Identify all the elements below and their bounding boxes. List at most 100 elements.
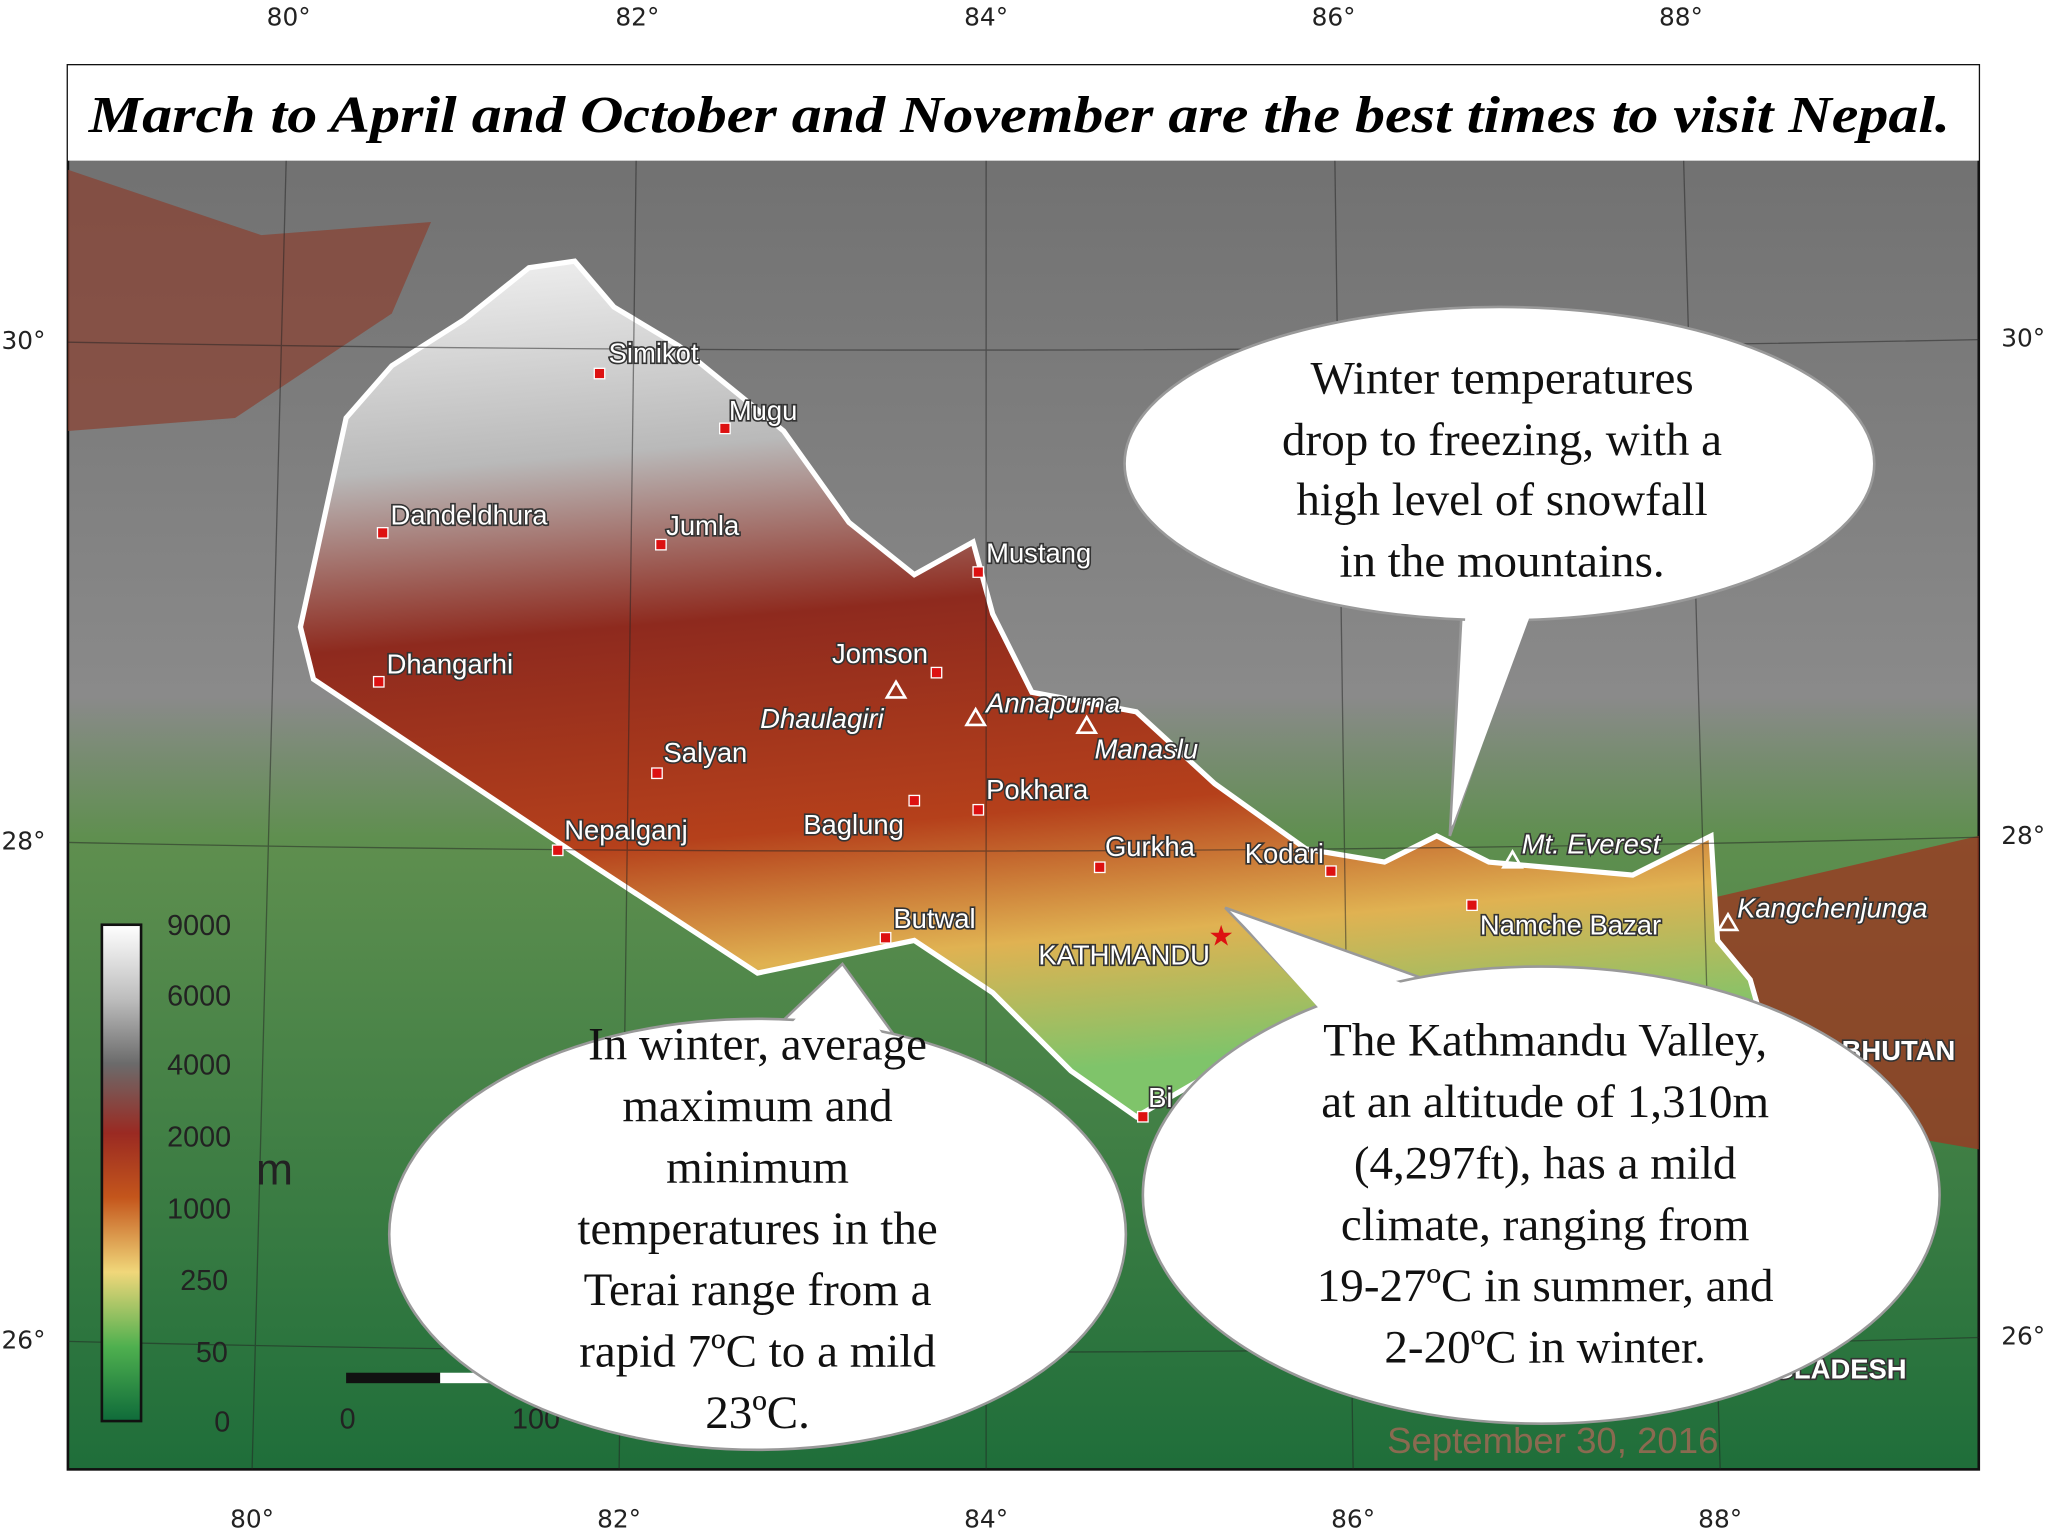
peak-marker [1716,911,1740,932]
lon-label: 84° [964,2,1008,31]
callout-line: maximum and [622,1080,892,1132]
legend-unit: m [256,1146,293,1195]
place-label: Butwal [893,903,975,934]
place-marker [655,538,667,551]
callout-line: high level of snowfall [1296,474,1707,526]
lat-label: 30° [2001,324,2045,353]
callout-bubble [1141,965,1941,1425]
place-label: Mustang [986,537,1091,568]
lat-label: 30° [2,326,46,355]
legend-label: 250 [180,1265,228,1297]
lat-label: 26° [2,1325,46,1354]
lon-label: 82° [597,1504,641,1533]
place-label: Salyan [664,737,748,768]
callout-line: in the mountains. [1339,535,1664,587]
peak-marker [1501,848,1524,869]
callout-line: In winter, average [588,1019,927,1071]
place-marker [972,803,985,816]
colorbar [100,923,143,1423]
peak-label: Dhaulagiri [760,703,884,734]
place-marker [593,367,606,380]
capital-star: ★ [1208,921,1234,953]
lon-label: 82° [615,2,659,31]
place-marker [908,794,921,807]
callout-line: 23ºC. [705,1387,810,1439]
callout-line: climate, ranging from [1341,1199,1750,1251]
place-label: Namche Bazar [1480,910,1661,941]
peak-label: Annapurna [984,688,1120,719]
legend-label: 2000 [167,1122,231,1154]
place-label: Mugu [729,395,798,426]
lon-label: 88° [1659,2,1703,31]
place-label: Dhangarhi [387,648,513,679]
date: September 30, 2016 [1387,1420,1718,1461]
peak-label: Mt. Everest [1522,829,1662,860]
callout-line: at an altitude of 1,310m [1321,1076,1769,1128]
legend-label: 1000 [167,1193,231,1225]
legend-label: 9000 [167,910,231,942]
lat-label: 28° [2001,821,2045,850]
callout: Winter temperatures drop to freezing, wi… [1123,305,1876,837]
scale-segment [346,1372,441,1384]
lon-label: 88° [1698,1504,1742,1533]
peak-label: Kangchenjunga [1737,893,1928,924]
peak-marker [964,706,988,727]
legend-label: 6000 [167,980,231,1012]
place-label: Gurkha [1105,831,1196,862]
callout-line: drop to freezing, with a [1282,414,1722,466]
place-label: Kodari [1245,838,1324,869]
callout-line: (4,297ft), has a mild [1354,1137,1737,1189]
peaks: Dhaulagiri Annapurna Manaslu Mt. Everest… [759,679,1929,932]
peak-label: Manaslu [1095,733,1199,764]
place-marker [1136,1110,1149,1123]
callout-line: minimum [666,1141,849,1193]
legend: 9000 6000 4000 2000 1000 250 50 0 m [100,910,293,1438]
place-marker [376,527,389,539]
title-bar [67,65,1979,161]
place-marker [1466,899,1478,912]
callout-line: temperatures in the [577,1203,937,1255]
place-label: KATHMANDU [1038,940,1210,971]
legend-label: 50 [196,1337,228,1369]
place-marker [972,566,985,578]
legend-label: 4000 [167,1050,231,1082]
lon-label: 84° [964,1504,1008,1533]
place-label: Bi [1148,1082,1172,1113]
place-label: Jumla [666,510,740,541]
callout-tail-fill [764,973,895,1052]
callout-line: 2-20ºC in winter. [1384,1322,1705,1374]
lon-label: 80° [230,1504,274,1533]
callout-line: rapid 7ºC to a mild [579,1326,936,1378]
terrain-sikkim [1697,835,1979,1150]
title: March to April and October and November … [88,86,1950,144]
place-marker [879,931,892,944]
place-label: Baglung [803,809,904,840]
place-marker [651,767,663,780]
callout-line: Winter temperatures [1310,352,1693,404]
place-label: Jomson [832,638,928,669]
scale-label: 0 [340,1404,356,1436]
place-marker [719,422,731,435]
place-label: Nepalganj [564,814,687,845]
callout-line: Terai range from a [584,1264,932,1316]
lon-label: 86° [1331,1504,1375,1533]
place-marker [930,666,943,679]
lon-label: 80° [267,2,311,31]
place-marker [551,844,564,857]
place-label: Pokhara [986,774,1089,805]
place-marker [1093,861,1106,874]
lon-label: 86° [1312,2,1356,31]
callout-bubble [387,1017,1128,1452]
legend-label: 0 [214,1406,230,1438]
lat-label: 28° [2,826,46,855]
peak-marker [1075,714,1099,735]
place-marker [372,675,385,688]
peak-marker [884,679,908,699]
place-label: Simikot [609,338,699,369]
callout-tail-fill [1234,914,1457,1045]
callout-line: The Kathmandu Valley, [1323,1015,1767,1067]
